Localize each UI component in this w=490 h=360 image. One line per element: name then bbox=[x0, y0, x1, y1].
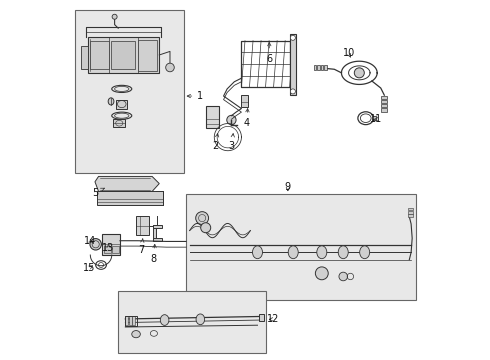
Ellipse shape bbox=[291, 35, 295, 40]
Text: 4: 4 bbox=[244, 109, 250, 128]
Bar bbox=[321, 64, 323, 70]
Bar bbox=[317, 64, 319, 70]
Text: 11: 11 bbox=[370, 114, 383, 124]
Bar bbox=[372, 116, 376, 120]
Text: 15: 15 bbox=[83, 262, 96, 273]
Ellipse shape bbox=[132, 330, 140, 338]
Bar bbox=[113, 119, 125, 127]
Text: 10: 10 bbox=[343, 48, 355, 58]
Bar bbox=[104, 246, 111, 253]
Ellipse shape bbox=[338, 246, 348, 259]
Ellipse shape bbox=[160, 315, 169, 325]
Text: 7: 7 bbox=[138, 239, 145, 255]
Ellipse shape bbox=[201, 223, 211, 233]
Ellipse shape bbox=[354, 68, 364, 78]
Bar bbox=[242, 41, 290, 87]
Bar bbox=[324, 64, 327, 70]
Bar bbox=[81, 46, 88, 69]
Bar bbox=[259, 314, 264, 321]
Bar bbox=[381, 104, 387, 107]
Bar bbox=[408, 208, 413, 210]
Bar bbox=[132, 316, 135, 325]
Bar bbox=[125, 316, 128, 325]
Bar bbox=[75, 10, 184, 173]
Bar bbox=[153, 238, 162, 241]
Ellipse shape bbox=[196, 314, 205, 325]
Bar bbox=[381, 95, 387, 99]
Text: 12: 12 bbox=[267, 314, 279, 324]
Ellipse shape bbox=[108, 98, 114, 105]
Ellipse shape bbox=[90, 239, 101, 250]
Bar bbox=[153, 225, 162, 228]
Ellipse shape bbox=[360, 246, 369, 259]
Text: 6: 6 bbox=[266, 42, 272, 64]
Bar bbox=[117, 100, 127, 109]
Bar bbox=[408, 214, 413, 217]
Bar bbox=[136, 216, 148, 235]
Text: 13: 13 bbox=[102, 243, 115, 253]
Polygon shape bbox=[95, 176, 159, 192]
Text: 5: 5 bbox=[93, 188, 104, 198]
Text: 9: 9 bbox=[285, 182, 291, 192]
Text: 2: 2 bbox=[213, 134, 219, 151]
Bar bbox=[186, 194, 416, 300]
Bar bbox=[138, 40, 157, 71]
Bar bbox=[124, 316, 137, 326]
Bar bbox=[112, 246, 119, 253]
Ellipse shape bbox=[291, 89, 295, 94]
Bar bbox=[111, 41, 135, 69]
Ellipse shape bbox=[166, 63, 174, 72]
Ellipse shape bbox=[288, 246, 298, 259]
Bar bbox=[129, 316, 132, 325]
Bar bbox=[118, 291, 267, 353]
Ellipse shape bbox=[112, 14, 117, 19]
Bar bbox=[408, 211, 413, 213]
Bar bbox=[153, 225, 156, 241]
Bar bbox=[381, 108, 387, 112]
Bar bbox=[314, 64, 316, 70]
Bar bbox=[381, 100, 387, 103]
Text: 8: 8 bbox=[151, 244, 157, 264]
Ellipse shape bbox=[196, 212, 209, 225]
Bar bbox=[206, 106, 220, 128]
Bar bbox=[290, 34, 296, 95]
Ellipse shape bbox=[227, 115, 236, 125]
Ellipse shape bbox=[252, 246, 263, 259]
Bar bbox=[242, 95, 248, 107]
Bar bbox=[97, 192, 163, 205]
Ellipse shape bbox=[339, 272, 347, 281]
Bar bbox=[88, 37, 159, 73]
Bar bbox=[90, 41, 109, 69]
Text: 1: 1 bbox=[187, 91, 203, 101]
Text: 3: 3 bbox=[229, 134, 235, 151]
Text: 14: 14 bbox=[83, 236, 96, 246]
Ellipse shape bbox=[317, 246, 327, 259]
Ellipse shape bbox=[316, 267, 328, 280]
Bar bbox=[102, 234, 120, 255]
